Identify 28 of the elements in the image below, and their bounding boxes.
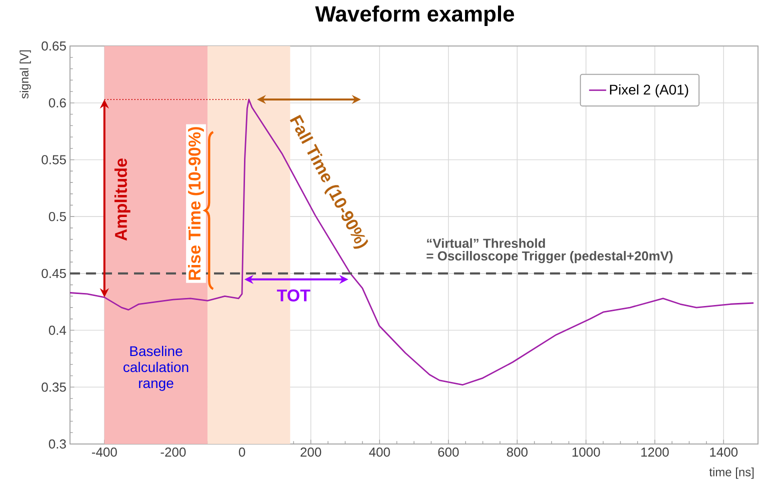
chart-title: Waveform example (315, 6, 514, 26)
x-tick-label: 400 (369, 448, 390, 457)
x-tick-label: -200 (160, 448, 186, 457)
y-tick-label: 0.6 (48, 98, 66, 108)
y-axis-title: signal [V] (20, 50, 31, 99)
x-tick-label: 1400 (710, 448, 738, 457)
annotation: = Oscilloscope Trigger (pedestal+20mV) (426, 250, 673, 264)
legend-label: Pixel 2 (A01) (610, 84, 688, 98)
x-tick-label: 0 (238, 448, 246, 457)
x-tick-label: 800 (506, 448, 528, 457)
x-tick-label: 1000 (572, 448, 600, 457)
y-tick-label: 0.3 (48, 439, 66, 449)
y-tick-label: 0.4 (48, 326, 66, 335)
y-tick-label: 0.55 (42, 155, 66, 164)
ref-line-label: “Virtual” Threshold (427, 238, 545, 248)
y-tick-label: 0.35 (42, 382, 66, 392)
annotation: Amplitude (114, 158, 130, 241)
x-axis-title: time [ns] (709, 468, 754, 479)
annotation: TOT (276, 289, 310, 302)
x-tick-label: 600 (438, 448, 459, 457)
annotation: Rise Time (10-90%) (188, 127, 204, 280)
x-tick-label: -400 (92, 448, 117, 457)
y-tick-label: 0.5 (48, 212, 66, 222)
y-tick-label: 0.65 (42, 41, 66, 51)
x-tick-label: 1200 (641, 448, 669, 457)
band-label: Baseline calculation range (124, 346, 188, 391)
x-tick-label: 200 (300, 448, 322, 457)
y-tick-label: 0.45 (42, 268, 66, 278)
